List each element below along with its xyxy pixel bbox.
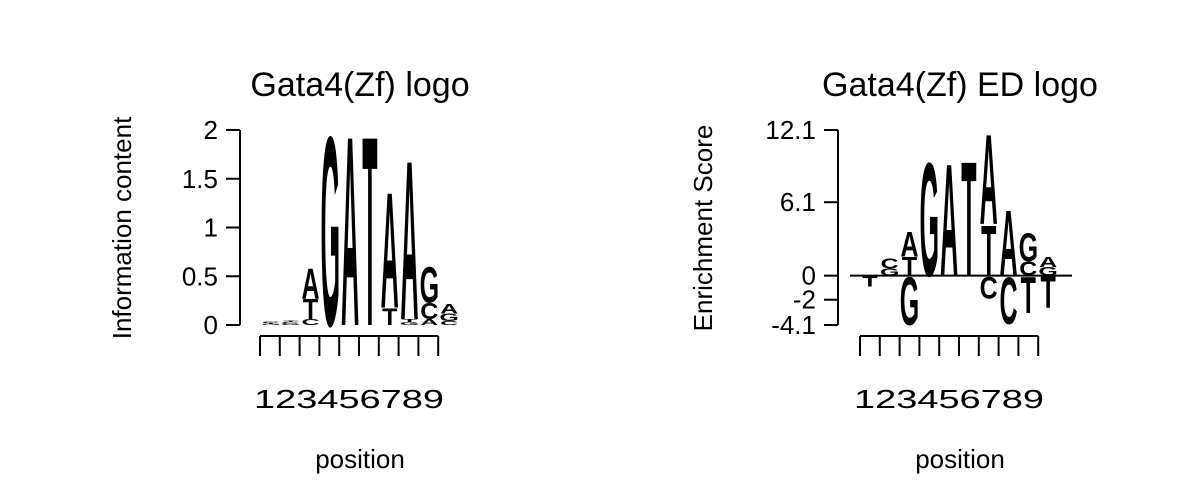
logo-letter-G: G <box>880 267 899 278</box>
logo-letter-G: G <box>281 323 300 326</box>
logo-letter-G: G <box>400 321 419 326</box>
chart2-title: Gata4(Zf) ED logo <box>822 66 1098 104</box>
logo-letter-C: C <box>999 263 1017 339</box>
logo-letter-C: C <box>301 318 319 327</box>
y-tick-label: -4.1 <box>771 310 816 340</box>
y-tick-label: 0 <box>204 310 218 340</box>
logo-letter-G: G <box>420 256 439 315</box>
chart1-xlabel: position <box>315 444 405 474</box>
y-tick-label: 1.5 <box>182 164 218 194</box>
y-tick-label: 12.1 <box>765 115 816 145</box>
logo-letter-A: A <box>420 318 438 327</box>
chart2-ylabel: Enrichment Score <box>688 125 718 332</box>
logo-letter-T: T <box>902 253 917 282</box>
logo-letter-T: T <box>402 318 417 323</box>
logo-letter-T: T <box>283 321 299 323</box>
logo-letter-A: A <box>341 80 359 383</box>
logo-letter-G: G <box>1019 226 1038 270</box>
logo-letter-A: A <box>1039 254 1057 271</box>
logo-letter-T: T <box>263 323 279 325</box>
logo-letter-T: T <box>981 212 996 292</box>
logo-letter-T: T <box>303 294 319 326</box>
y-tick-label: 0.5 <box>182 261 218 291</box>
logo-letter-G: G <box>920 129 939 311</box>
logo-letter-A: A <box>400 114 418 368</box>
logo-letter-A: A <box>940 132 958 311</box>
logo-letter-T: T <box>1040 267 1055 318</box>
logo-letter-C: C <box>1019 257 1037 280</box>
logo-letter-T: T <box>1021 266 1036 325</box>
y-tick-label: 0 <box>802 261 816 291</box>
logo-letter-T: T <box>362 80 377 383</box>
logo-letter-A: A <box>980 107 998 251</box>
logo-letter-C: C <box>881 255 899 272</box>
chart1-xtick-labels: 123456789 <box>254 384 444 414</box>
y-tick-label: -2 <box>793 285 816 315</box>
chart2-xtick-labels: 123456789 <box>854 384 1044 414</box>
y-tick-label: 1 <box>204 213 218 243</box>
logo-letter-G: G <box>321 80 340 383</box>
logo-letter-T: T <box>961 127 976 310</box>
logo-letter-G: G <box>900 263 919 340</box>
logo-letter-A: A <box>301 261 319 309</box>
logo-letter-C: C <box>440 320 458 326</box>
logo-letter-T: T <box>382 304 397 331</box>
logo-letter-C: C <box>262 322 280 324</box>
logo-letter-A: A <box>440 302 458 317</box>
logo-letter-C: C <box>420 299 438 325</box>
chart1-ylabel: Information content <box>107 116 137 339</box>
logo-letter-T: T <box>862 273 878 290</box>
logo-letter-G: G <box>439 312 458 324</box>
logo-letter-A: A <box>900 225 918 264</box>
logo-letter-G: G <box>261 324 280 326</box>
logo-letter-C: C <box>980 271 998 307</box>
logo-letter-A: A <box>999 191 1017 296</box>
y-tick-label: 6.1 <box>780 187 816 217</box>
y-tick-label: 2 <box>204 115 218 145</box>
logo-letter-A: A <box>381 159 399 344</box>
chart2-xlabel: position <box>915 444 1005 474</box>
logo-letter-C: C <box>282 322 300 324</box>
chart1-title: Gata4(Zf) logo <box>250 66 469 104</box>
